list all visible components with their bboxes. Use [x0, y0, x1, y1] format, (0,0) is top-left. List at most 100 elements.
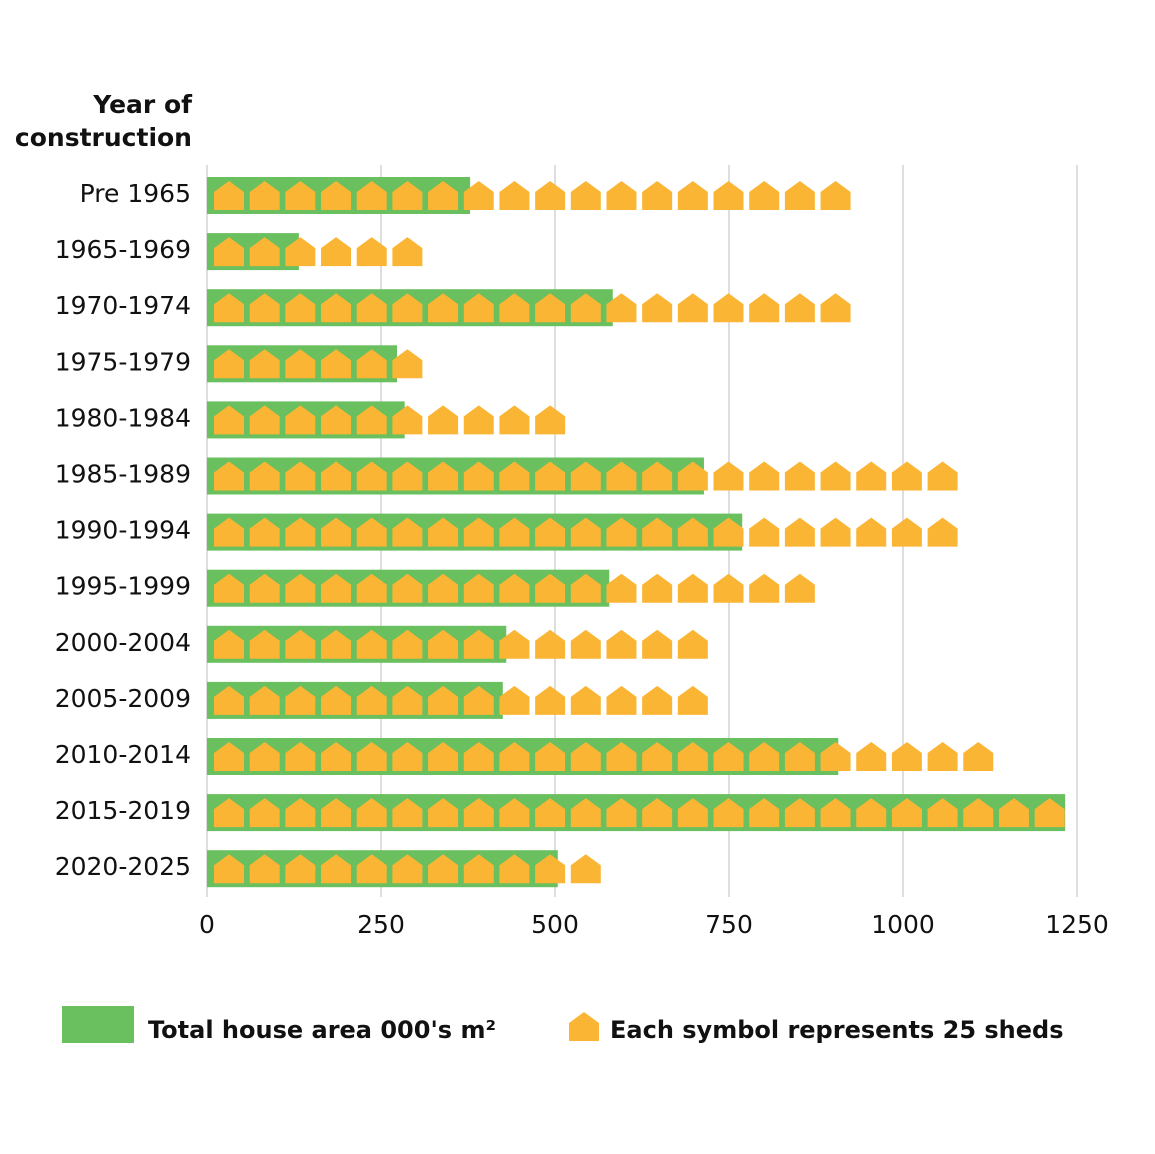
x-tick-label: 1250 — [1045, 910, 1109, 939]
shed-symbol — [285, 517, 316, 547]
x-tick-label: 750 — [705, 910, 753, 939]
shed-symbol — [856, 461, 887, 491]
legend-swatch — [62, 1006, 134, 1043]
x-tick-label: 0 — [199, 910, 215, 939]
shed-symbol — [713, 461, 744, 491]
shed-symbol — [856, 798, 887, 828]
shed-symbol — [214, 293, 244, 323]
shed-symbol — [784, 181, 815, 210]
shed-symbol — [677, 629, 708, 659]
shed-symbol — [820, 461, 851, 491]
shed-symbol — [285, 237, 316, 267]
shed-symbol — [249, 237, 280, 267]
symbol-group — [214, 349, 423, 379]
shed-symbol — [356, 629, 387, 659]
shed-symbol — [713, 742, 744, 771]
shed-symbol — [713, 293, 744, 323]
legend-label: Total house area 000's m² — [148, 1016, 496, 1044]
shed-symbol — [392, 237, 423, 267]
shed-symbol — [891, 461, 922, 491]
shed-symbol — [499, 461, 530, 491]
shed-symbol — [392, 517, 423, 547]
shed-symbol — [784, 461, 815, 491]
shed-symbol — [570, 181, 601, 210]
shed-symbol — [677, 461, 708, 491]
shed-symbol — [749, 181, 780, 210]
shed-symbol — [285, 854, 316, 884]
shed-symbol — [428, 293, 459, 323]
shed-symbol — [606, 573, 637, 603]
shed-symbol — [570, 573, 601, 603]
shed-symbol — [784, 517, 815, 547]
shed-symbol — [499, 573, 530, 603]
shed-symbol — [606, 517, 637, 547]
shed-symbol — [570, 293, 601, 323]
shed-symbol — [356, 181, 387, 210]
symbol-group — [214, 629, 708, 659]
shed-symbol — [820, 517, 851, 547]
shed-symbol — [820, 798, 851, 828]
shed-symbol — [321, 573, 352, 603]
shed-symbol — [249, 685, 280, 715]
shed-symbol — [392, 798, 423, 828]
shed-symbol — [428, 405, 459, 435]
shed-symbol — [321, 349, 352, 379]
shed-symbol — [570, 517, 601, 547]
shed-symbol — [392, 349, 423, 379]
shed-symbol — [570, 461, 601, 491]
shed-symbol — [820, 742, 851, 771]
shed-symbol — [535, 293, 566, 323]
shed-symbol — [535, 798, 566, 828]
shed-symbol — [249, 517, 280, 547]
shed-symbol — [214, 181, 244, 210]
shed-symbol — [285, 293, 316, 323]
y-tick-label: 2020-2025 — [55, 852, 191, 881]
shed-symbol — [677, 573, 708, 603]
shed-symbol — [891, 517, 922, 547]
shed-symbol — [249, 405, 280, 435]
shed-symbol — [214, 517, 244, 547]
shed-symbol — [428, 181, 459, 210]
shed-symbol — [428, 685, 459, 715]
shed-symbol — [249, 742, 280, 771]
shed-symbol — [749, 517, 780, 547]
shed-symbol — [428, 798, 459, 828]
shed-symbol — [321, 854, 352, 884]
shed-symbol — [285, 573, 316, 603]
shed-symbol — [499, 798, 530, 828]
x-tick-label: 250 — [357, 910, 405, 939]
shed-symbol — [642, 685, 673, 715]
shed-symbol — [463, 854, 494, 884]
shed-symbol — [927, 798, 958, 828]
y-tick-label: 2015-2019 — [55, 796, 191, 825]
shed-symbol — [249, 181, 280, 210]
symbol-group — [214, 517, 958, 547]
shed-symbol — [249, 461, 280, 491]
shed-symbol — [321, 517, 352, 547]
shed-symbol — [392, 573, 423, 603]
shed-symbol — [499, 629, 530, 659]
shed-symbol — [856, 517, 887, 547]
shed-symbol — [606, 181, 637, 210]
symbol-group — [214, 798, 1065, 828]
shed-symbol — [321, 798, 352, 828]
symbol-group — [214, 685, 708, 715]
shed-symbol — [535, 181, 566, 210]
shed-symbol — [784, 798, 815, 828]
shed-symbol — [642, 798, 673, 828]
shed-symbol — [927, 517, 958, 547]
shed-symbol — [321, 237, 352, 267]
shed-symbol — [642, 293, 673, 323]
shed-symbol — [463, 405, 494, 435]
shed-symbol — [428, 517, 459, 547]
y-tick-label: 2005-2009 — [55, 684, 191, 713]
symbol-group — [214, 293, 851, 323]
shed-symbol — [321, 461, 352, 491]
shed-symbol — [784, 573, 815, 603]
shed-symbol — [392, 854, 423, 884]
shed-symbol — [356, 685, 387, 715]
shed-symbol — [535, 461, 566, 491]
shed-symbol — [214, 405, 244, 435]
x-tick-label: 500 — [531, 910, 579, 939]
shed-symbol — [321, 685, 352, 715]
